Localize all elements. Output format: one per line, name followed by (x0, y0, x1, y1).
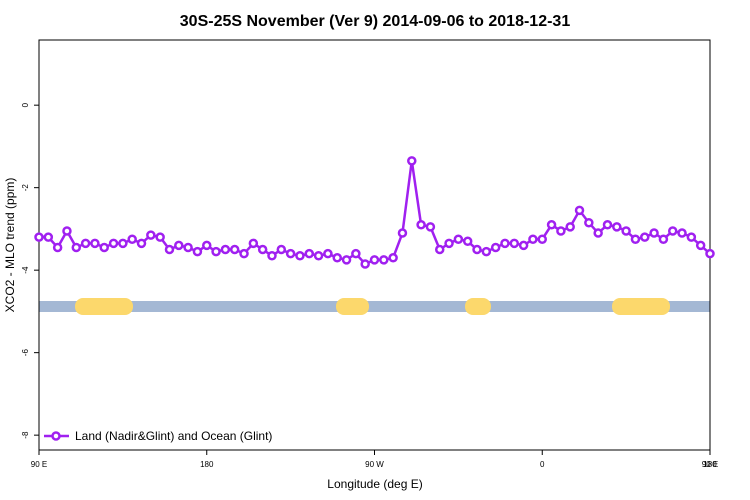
ocean-band (39, 301, 710, 312)
data-point (80, 238, 91, 249)
data-point (43, 232, 54, 242)
data-point (509, 238, 520, 249)
data-point (397, 228, 408, 238)
y-tick-label: -8 (21, 431, 30, 439)
data-point (248, 238, 259, 249)
data-point (229, 244, 240, 255)
data-point (146, 230, 156, 240)
data-point (71, 242, 82, 253)
data-point (695, 240, 706, 251)
data-point (490, 242, 501, 253)
data-point (667, 226, 678, 236)
data-point (518, 240, 529, 251)
legend-marker (51, 431, 61, 441)
data-point (183, 242, 193, 253)
x-tick-label: 90 E (31, 460, 47, 469)
y-tick-label: 0 (21, 102, 30, 107)
data-point (211, 246, 221, 257)
x-tick-label: 180 (200, 460, 214, 469)
data-point (537, 234, 547, 244)
data-point (481, 246, 492, 257)
x-axis-label: Longitude (deg E) (327, 477, 422, 491)
data-point (649, 228, 659, 238)
data-point (546, 220, 557, 230)
data-point (640, 232, 650, 242)
x-tick-label: 90 E (702, 460, 718, 469)
data-point (164, 244, 175, 255)
data-point (565, 222, 575, 232)
data-point (192, 246, 203, 257)
data-point (574, 205, 585, 216)
data-point (434, 244, 445, 255)
legend-label: Land (Nadir&Glint) and Ocean (Glint) (75, 429, 272, 443)
data-point (295, 250, 305, 261)
data-point (118, 238, 128, 249)
data-point (360, 259, 370, 269)
data-point (155, 232, 165, 242)
data-point (630, 234, 641, 244)
chart-title: 30S-25S November (Ver 9) 2014-09-06 to 2… (180, 13, 571, 30)
data-point (444, 238, 454, 249)
x-tick-label: 180 (703, 460, 717, 469)
land-ocean-strip (39, 298, 710, 315)
data-point (239, 248, 249, 259)
data-point (593, 228, 603, 238)
data-point (304, 248, 315, 259)
data-point (369, 255, 380, 265)
data-point (388, 253, 398, 263)
data-point (136, 238, 147, 249)
data-point (472, 244, 482, 255)
land-band (612, 298, 670, 315)
data-point (257, 244, 268, 255)
data-point (705, 248, 715, 259)
data-point (612, 222, 622, 232)
land-band (75, 298, 133, 315)
y-tick-label: -2 (21, 184, 30, 192)
data-point (379, 255, 389, 265)
data-point (341, 255, 352, 265)
land-band (465, 298, 491, 315)
data-point (108, 238, 119, 249)
data-point (556, 226, 566, 236)
data-point (500, 238, 510, 249)
data-point (686, 232, 697, 242)
data-point (99, 242, 109, 253)
y-tick-label: -4 (21, 266, 30, 274)
y-axis-label: XCO2 - MLO trend (ppm) (3, 178, 17, 313)
data-point (332, 253, 342, 263)
data-point (416, 220, 426, 230)
data-point (202, 240, 212, 251)
data-point (621, 226, 631, 236)
series-line (39, 160, 711, 266)
data-point (658, 234, 669, 244)
data-point (220, 244, 231, 255)
data-point (425, 222, 436, 232)
land-band (336, 298, 369, 315)
data-point (127, 234, 137, 244)
data-point (528, 234, 538, 244)
data-point (351, 248, 361, 259)
data-point (462, 236, 473, 247)
data-point (323, 248, 333, 259)
data-point (584, 217, 594, 228)
data-point (52, 242, 63, 253)
data-point (453, 234, 464, 244)
data-point (407, 156, 417, 166)
x-tick-label: 0 (540, 460, 545, 469)
data-point (285, 248, 296, 259)
data-point (313, 250, 324, 261)
data-point (677, 228, 687, 238)
data-point (276, 244, 287, 255)
y-tick-label: -6 (21, 349, 30, 357)
data-point (267, 250, 277, 261)
data-point (90, 238, 100, 249)
data-point (34, 232, 44, 242)
data-point (602, 220, 613, 230)
data-point (174, 240, 184, 251)
data-point (62, 226, 72, 236)
x-tick-label: 90 W (365, 460, 384, 469)
